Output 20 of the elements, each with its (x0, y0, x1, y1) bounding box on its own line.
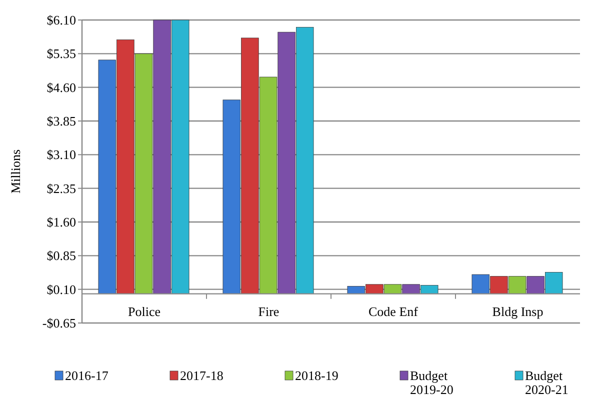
y-tick-label: $3.10 (46, 147, 76, 162)
y-tick-label: $2.35 (46, 180, 76, 196)
y-tick-label: $6.10 (46, 12, 76, 28)
x-tick-label: Fire (258, 304, 280, 319)
y-axis-title: Millions (8, 149, 23, 194)
legend-label: Budget 2019-20 (410, 368, 454, 397)
legend-label: 2017-18 (180, 368, 224, 383)
y-tick-label: -$0.65 (42, 316, 76, 331)
x-tick-label: Code Enf (368, 304, 419, 319)
legend-label: Budget 2020-21 (525, 368, 568, 397)
y-tick-label: $4.60 (46, 80, 76, 95)
y-tick-label: $1.60 (46, 214, 76, 230)
legend-label: 2016-17 (65, 368, 109, 383)
y-tick-label: $0.10 (46, 282, 76, 297)
legend-label: 2018-19 (295, 368, 338, 383)
x-tick-label: Bldg Insp (492, 304, 544, 319)
x-tick-label: Police (128, 304, 161, 319)
y-tick-label: $5.35 (46, 46, 76, 62)
y-tick-label: $3.85 (46, 114, 76, 129)
y-tick-label: $0.85 (46, 248, 76, 264)
